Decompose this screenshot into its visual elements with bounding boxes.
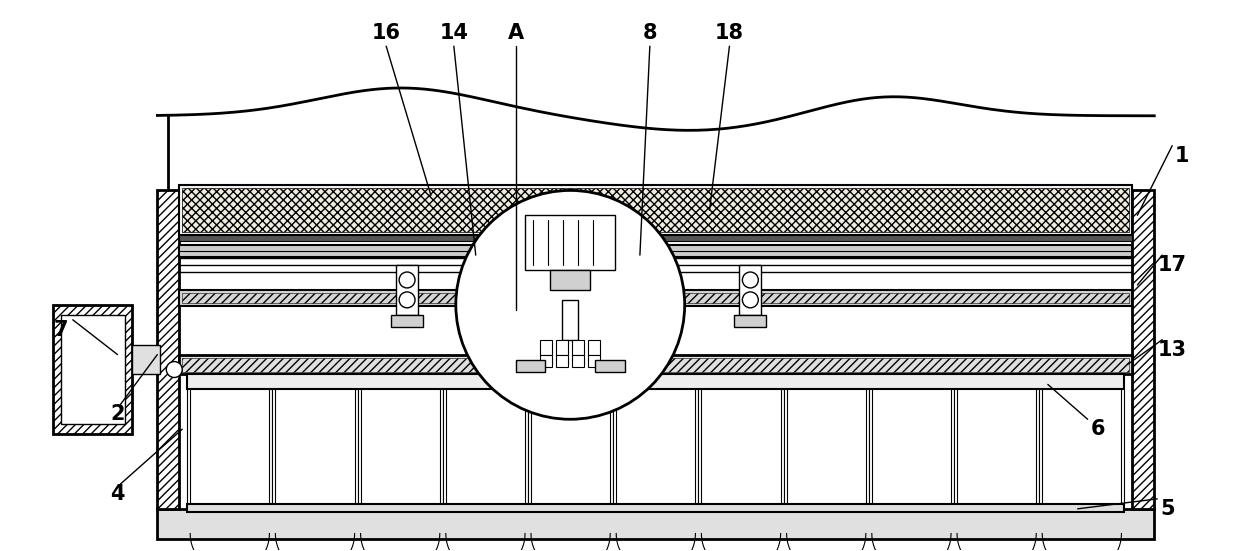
- Bar: [952, 390, 954, 504]
- Bar: [182, 188, 1130, 232]
- Text: 7: 7: [53, 320, 68, 340]
- Bar: [595, 360, 624, 371]
- Circle shape: [399, 272, 415, 288]
- Bar: [53, 305, 133, 434]
- Circle shape: [742, 272, 758, 288]
- Text: 6: 6: [1090, 419, 1105, 439]
- Bar: [525, 390, 528, 504]
- Bar: [440, 390, 442, 504]
- Bar: [354, 390, 358, 504]
- Bar: [1132, 191, 1155, 509]
- Bar: [589, 355, 600, 366]
- Circle shape: [399, 292, 415, 308]
- Bar: [180, 245, 1132, 257]
- Bar: [783, 390, 787, 504]
- Bar: [563, 300, 579, 339]
- Bar: [182, 358, 1130, 371]
- Text: 17: 17: [1157, 255, 1187, 275]
- Text: 5: 5: [1160, 499, 1175, 519]
- Bar: [182, 293, 1130, 303]
- Text: 16: 16: [372, 23, 400, 43]
- Text: 1: 1: [1175, 145, 1189, 166]
- Bar: [61, 315, 124, 424]
- Text: 4: 4: [110, 484, 125, 504]
- Bar: [157, 191, 180, 509]
- Bar: [589, 339, 600, 355]
- Bar: [540, 339, 553, 355]
- Bar: [53, 305, 133, 434]
- Text: 8: 8: [643, 23, 657, 43]
- Bar: [525, 215, 615, 270]
- Bar: [540, 355, 553, 366]
- Bar: [695, 390, 699, 504]
- Text: 18: 18: [715, 23, 743, 43]
- Bar: [735, 315, 766, 327]
- Circle shape: [742, 292, 758, 308]
- Bar: [1121, 390, 1125, 504]
- Bar: [180, 290, 1132, 306]
- Bar: [954, 390, 957, 504]
- Circle shape: [456, 191, 685, 419]
- Bar: [572, 355, 584, 366]
- Bar: [611, 390, 613, 504]
- Bar: [269, 390, 273, 504]
- Bar: [613, 390, 616, 504]
- Bar: [556, 339, 569, 355]
- Bar: [1036, 390, 1040, 504]
- Bar: [442, 390, 446, 504]
- Bar: [781, 390, 783, 504]
- Bar: [528, 390, 532, 504]
- Bar: [392, 315, 422, 327]
- Text: 13: 13: [1157, 339, 1187, 360]
- Text: A: A: [508, 23, 524, 43]
- Bar: [187, 375, 1125, 390]
- Bar: [1132, 191, 1155, 509]
- Bar: [133, 344, 160, 375]
- Bar: [869, 390, 872, 504]
- Bar: [187, 504, 1125, 512]
- Text: 2: 2: [110, 404, 125, 424]
- Bar: [180, 355, 1132, 375]
- Bar: [550, 270, 590, 290]
- Bar: [866, 390, 869, 504]
- Bar: [180, 235, 1132, 241]
- Bar: [180, 186, 1132, 235]
- Bar: [157, 191, 180, 509]
- Bar: [358, 390, 361, 504]
- Bar: [556, 355, 569, 366]
- Bar: [396, 265, 418, 315]
- Bar: [157, 509, 1155, 539]
- Bar: [1040, 390, 1042, 504]
- Bar: [572, 339, 584, 355]
- Bar: [699, 390, 701, 504]
- Bar: [740, 265, 761, 315]
- Bar: [515, 360, 545, 371]
- Circle shape: [166, 361, 182, 377]
- Bar: [273, 390, 275, 504]
- Text: 14: 14: [440, 23, 468, 43]
- Bar: [187, 390, 190, 504]
